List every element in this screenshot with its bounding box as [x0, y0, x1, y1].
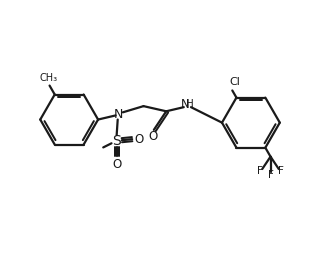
Text: Cl: Cl [229, 77, 240, 87]
Text: CH₃: CH₃ [39, 73, 58, 83]
Text: F: F [278, 166, 284, 176]
Text: H: H [186, 99, 194, 109]
Text: O: O [135, 133, 144, 146]
Text: N: N [114, 108, 123, 121]
Text: S: S [112, 134, 121, 148]
Text: F: F [257, 166, 263, 176]
Text: N: N [180, 98, 189, 111]
Text: F: F [267, 170, 273, 180]
Text: O: O [148, 129, 157, 143]
Text: O: O [112, 158, 121, 172]
